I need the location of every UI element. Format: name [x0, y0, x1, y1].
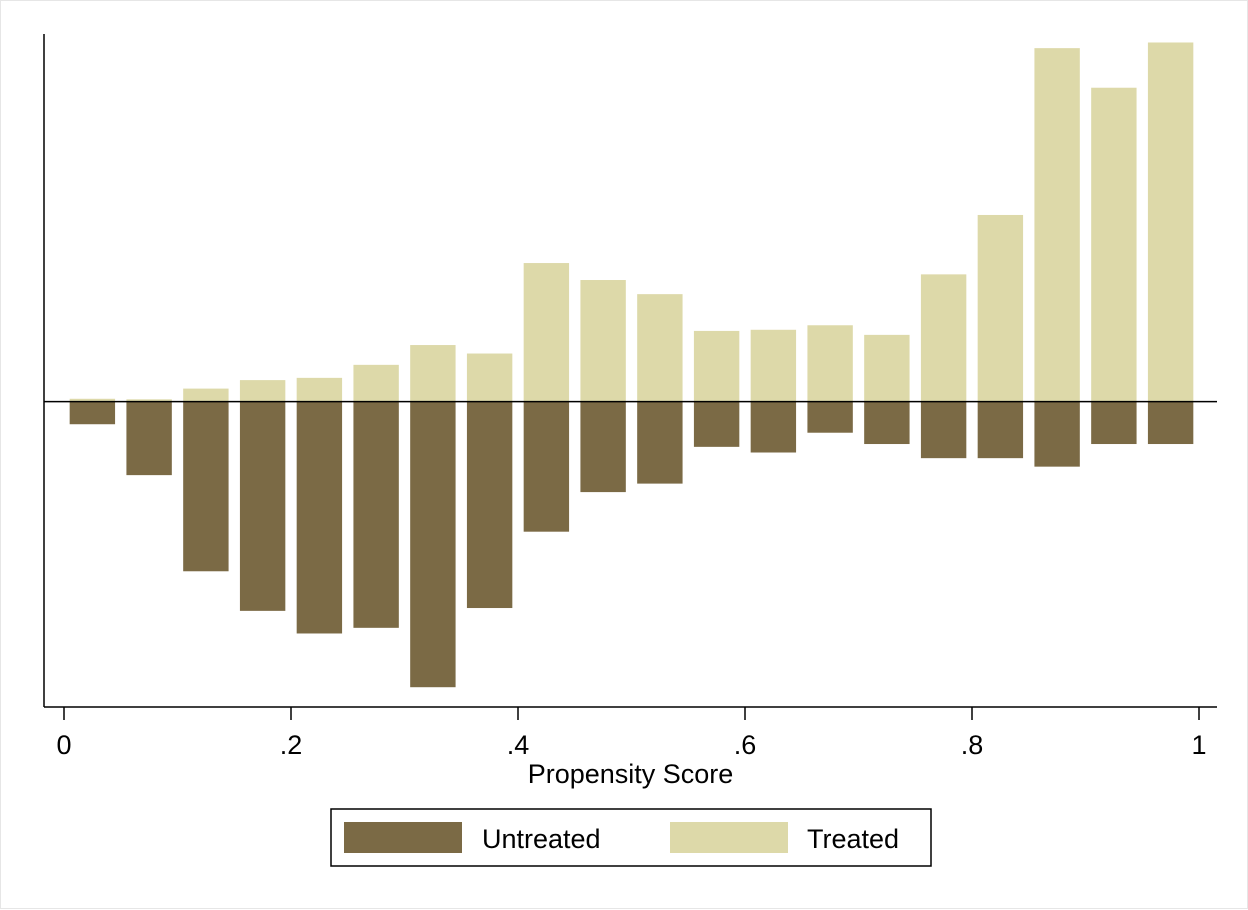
bar-untreated-20 [1147, 401, 1194, 445]
bar-treated-14 [807, 325, 853, 402]
bar-treated-15 [864, 334, 910, 402]
bar-untreated-9 [523, 401, 570, 532]
bar-treated-16 [920, 274, 967, 402]
bar-treated-10 [580, 280, 626, 402]
x-axis-title: Propensity Score [528, 759, 734, 789]
bar-untreated-11 [637, 401, 683, 484]
bar-untreated-7 [410, 401, 456, 688]
bar-treated-3 [183, 388, 229, 402]
bar-untreated-10 [580, 401, 626, 493]
legend-label-untreated: Untreated [482, 824, 601, 854]
x-tick-label-0: 0 [56, 730, 71, 760]
bar-treated-11 [637, 294, 683, 402]
bar-treated-18 [1034, 48, 1080, 402]
bar-untreated-12 [693, 401, 740, 447]
bar-untreated-4 [239, 401, 286, 611]
bar-treated-13 [750, 329, 797, 402]
x-tick-label-3: .6 [734, 730, 757, 760]
bar-treated-4 [239, 380, 286, 402]
x-tick-label-5: 1 [1191, 730, 1206, 760]
bar-untreated-6 [353, 401, 399, 628]
bars-layer [69, 42, 1194, 688]
legend-swatch-untreated [344, 822, 462, 853]
bar-treated-1 [69, 398, 116, 402]
bar-untreated-3 [183, 401, 229, 572]
x-axis-ticks: 0 .2 .4 .6 .8 1 [56, 707, 1207, 760]
bar-untreated-2 [126, 401, 172, 476]
x-tick-label-1: .2 [280, 730, 303, 760]
bar-treated-6 [353, 364, 399, 402]
bar-treated-8 [466, 353, 513, 402]
bar-treated-20 [1147, 42, 1194, 402]
bar-untreated-1 [69, 401, 116, 425]
bar-treated-17 [977, 214, 1024, 402]
bar-untreated-5 [296, 401, 343, 634]
legend: Untreated Treated [330, 808, 932, 867]
bar-untreated-18 [1034, 401, 1080, 467]
bar-untreated-15 [864, 401, 910, 445]
bar-treated-5 [296, 377, 343, 402]
bar-untreated-14 [807, 401, 853, 433]
legend-label-treated: Treated [807, 824, 899, 854]
legend-swatch-treated [670, 822, 788, 853]
bar-treated-2 [126, 399, 172, 402]
bar-untreated-16 [920, 401, 967, 459]
bar-untreated-13 [750, 401, 797, 453]
bar-untreated-17 [977, 401, 1024, 459]
bar-untreated-19 [1091, 401, 1137, 445]
bar-treated-7 [410, 345, 456, 402]
bar-untreated-8 [466, 401, 513, 609]
bar-treated-12 [693, 330, 740, 402]
x-tick-label-2: .4 [507, 730, 530, 760]
bar-treated-9 [523, 263, 570, 402]
bar-treated-19 [1091, 87, 1137, 402]
x-tick-label-4: .8 [961, 730, 984, 760]
